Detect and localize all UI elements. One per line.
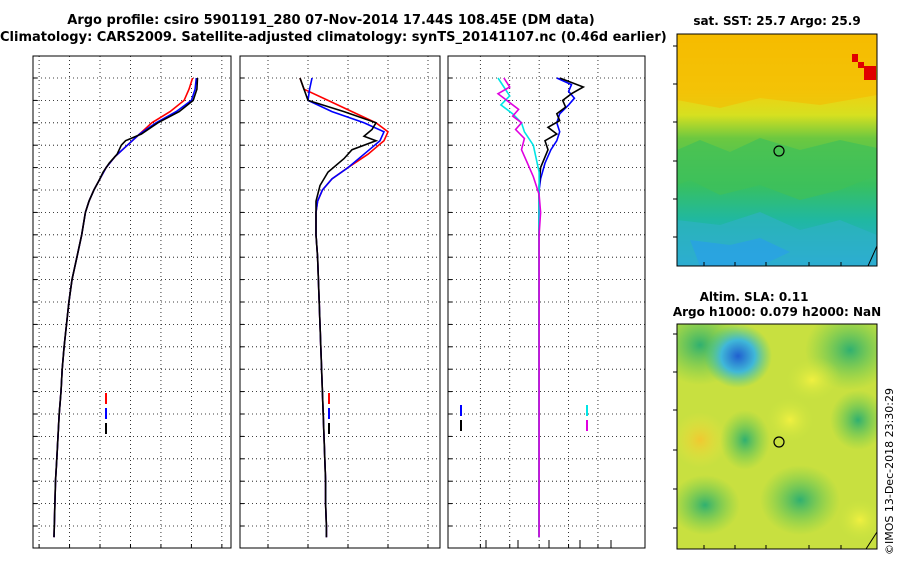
imos-timestamp: ©IMOS 13-Dec-2018 23:30:29 [883, 388, 896, 555]
sla-yellow-blob [762, 394, 818, 446]
series-line [538, 77, 586, 538]
sla-yellow-blob [834, 496, 877, 544]
sst-hot-pixel [858, 62, 864, 68]
sla-argo-marker [773, 436, 785, 448]
series-line [497, 77, 540, 538]
sla-map-frame [676, 323, 878, 550]
map-axes [673, 45, 842, 549]
sst-coastline [867, 245, 877, 266]
sst-map-title: sat. SST: 25.7 Argo: 25.9 [693, 14, 860, 28]
sla-coastline [865, 531, 877, 549]
difference-panel [447, 55, 646, 549]
sla-green-blob [720, 410, 770, 470]
series-line [53, 77, 198, 538]
sla-map-title2: Argo h1000: 0.079 h2000: NaN [673, 305, 881, 319]
sst-warm-band [677, 34, 877, 108]
sla-green-blob [677, 475, 740, 535]
sst-map [676, 33, 878, 267]
series-line [53, 77, 199, 538]
sla-yellow-blob [782, 356, 842, 404]
sla-map-title1: Altim. SLA: 0.11 [700, 290, 809, 304]
plot-title-line2: Climatology: CARS2009. Satellite-adjuste… [0, 30, 667, 45]
sst-hot-pixel [852, 54, 858, 62]
sst-blue-patch [690, 238, 790, 266]
salinity-panel [239, 55, 441, 549]
series-line [538, 77, 576, 538]
plot-frame [447, 55, 646, 549]
sst-green-band [677, 138, 877, 200]
sla-green-blob [830, 390, 877, 450]
sla-high-blob [677, 412, 728, 468]
series-line [299, 77, 379, 538]
sst-argo-marker [773, 145, 785, 157]
series-line [496, 77, 542, 538]
series-line [53, 77, 194, 538]
plot-title-line1: Argo profile: csiro 5901191_280 07-Nov-2… [67, 13, 595, 28]
sla-map [676, 323, 878, 550]
sst-hot-pixel [864, 66, 876, 80]
series-line [299, 77, 389, 538]
sla-low-blob [704, 324, 772, 388]
sst-map-frame [676, 33, 878, 267]
temperature-panel [32, 55, 232, 549]
sla-green-blob [760, 465, 840, 535]
